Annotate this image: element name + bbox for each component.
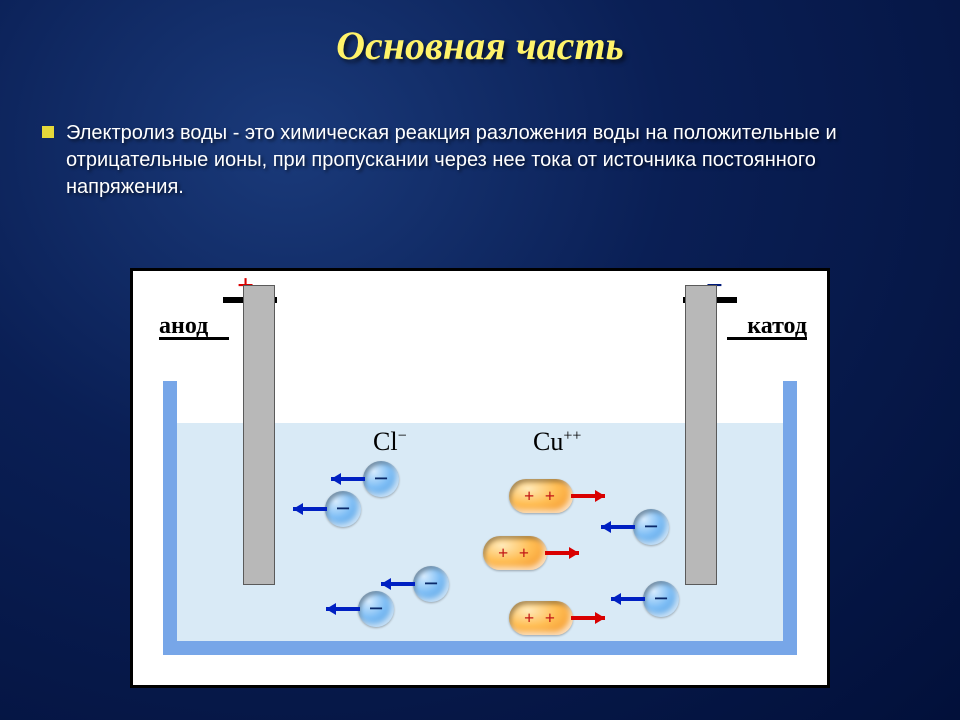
anode-electrode-icon bbox=[243, 285, 275, 585]
neg-ion-arrow-icon bbox=[331, 471, 365, 492]
neg-ion-icon: − bbox=[413, 566, 449, 602]
pos-ion-formula: Cu++ bbox=[533, 427, 581, 457]
neg-ion-arrow-icon bbox=[611, 591, 645, 612]
cathode-electrode-icon bbox=[685, 285, 717, 585]
electrolysis-diagram: + анод − катод Cl− Cu++ − − − − bbox=[130, 268, 830, 688]
neg-ion-formula: Cl− bbox=[373, 427, 407, 457]
cathode-underline-icon bbox=[727, 337, 807, 340]
anode-label: анод bbox=[159, 313, 208, 340]
pos-ion-arrow-icon bbox=[571, 488, 605, 509]
bullet-text: Электролиз воды - это химическая реакция… bbox=[66, 122, 837, 198]
neg-ion-icon: − bbox=[643, 581, 679, 617]
neg-ion-icon: − bbox=[633, 509, 669, 545]
neg-ion-icon: − bbox=[325, 491, 361, 527]
neg-ion-icon: − bbox=[358, 591, 394, 627]
pos-ion-icon: + + bbox=[483, 536, 547, 570]
slide-title: Основная часть bbox=[0, 0, 960, 69]
neg-ion-arrow-icon bbox=[293, 501, 327, 522]
neg-ion-arrow-icon bbox=[601, 519, 635, 540]
pos-ion-icon: + + bbox=[509, 601, 573, 635]
cathode-label: катод bbox=[747, 313, 807, 340]
neg-ion-arrow-icon bbox=[326, 601, 360, 622]
bullet-paragraph: Электролиз воды - это химическая реакция… bbox=[66, 120, 896, 201]
pos-ion-arrow-icon bbox=[571, 610, 605, 631]
anode-underline-icon bbox=[159, 337, 229, 340]
bullet-square-icon bbox=[42, 126, 54, 138]
neg-ion-icon: − bbox=[363, 461, 399, 497]
pos-ion-arrow-icon bbox=[545, 545, 579, 566]
pos-ion-icon: + + bbox=[509, 479, 573, 513]
